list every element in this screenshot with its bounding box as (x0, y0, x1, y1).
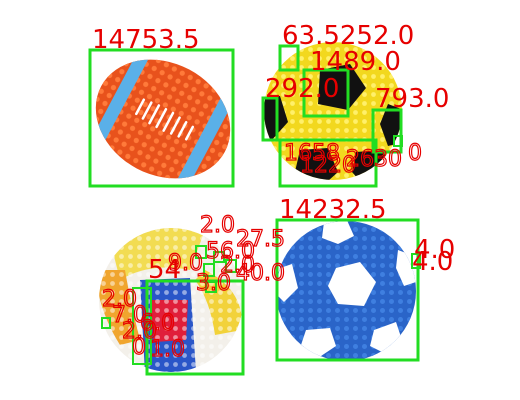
detection-boxes (88, 44, 421, 376)
clutter-multi-2: 27.5 (236, 227, 285, 252)
clutter-multi-4: 2.0 (220, 253, 255, 278)
clutter-multi-10: 2.0 (122, 319, 157, 344)
bbox-football (88, 48, 235, 188)
clutter-yellow-3: 2630 (346, 147, 402, 172)
bbox-multicolor-patch (145, 279, 245, 376)
clutter-multi-12: 0 (132, 335, 146, 360)
bbox-yellow-top (278, 44, 300, 72)
label-yellow-mid: 1489.0 (310, 47, 401, 77)
clutter-multi-1: 2.0 (200, 213, 235, 238)
clutter-multi-9: 7.0 (112, 303, 147, 328)
bbox-yellow-left (261, 96, 279, 142)
clutter-yellow-4: 0 (408, 141, 422, 166)
label-blue-ball: 14232.5 (279, 195, 387, 225)
yellow-soccer-ball (264, 42, 402, 180)
bbox-cluster-small (101, 135, 403, 329)
bbox-blue-ball (275, 218, 420, 362)
clutter-multi-13: 1.0 (150, 337, 185, 362)
clutter-yellow-1: 1658 (284, 141, 340, 166)
label-blue-edge: 4.0 (414, 235, 455, 265)
label-yellow-right: 793.0 (375, 84, 449, 114)
clutter-multi-8: 2.0 (102, 287, 137, 312)
bbox-multicolor-left (132, 287, 152, 365)
football-toy (74, 36, 252, 202)
bbox-yellow-mid (302, 68, 350, 118)
score-labels: 14753.5 63.5252.0 1489.0 292.0 793.0 142… (92, 21, 455, 363)
bbox-yellow-bottom (278, 138, 378, 188)
clutter-multi-7: 9.0 (168, 251, 203, 276)
label-blue-edge-2: 4.0 (412, 247, 453, 277)
bbox-blue-edge (411, 253, 421, 269)
label-multicolor-patch: 54 (148, 255, 181, 285)
label-yellow-top: 63.5252.0 (282, 21, 414, 51)
clutter-multi-11: 6.0 (140, 311, 175, 336)
bbox-yellow-right (371, 108, 403, 154)
clutter-multi-5: 3.0 (196, 271, 231, 296)
label-football: 14753.5 (92, 25, 200, 55)
clutter-multi-6: 40.0 (236, 261, 285, 286)
blue-soccer-ball (276, 221, 416, 361)
clutter-multi-3: 56.0 (206, 239, 255, 264)
clutter-yellow-2: 1220 (300, 153, 356, 178)
label-yellow-left: 292.0 (265, 74, 339, 104)
